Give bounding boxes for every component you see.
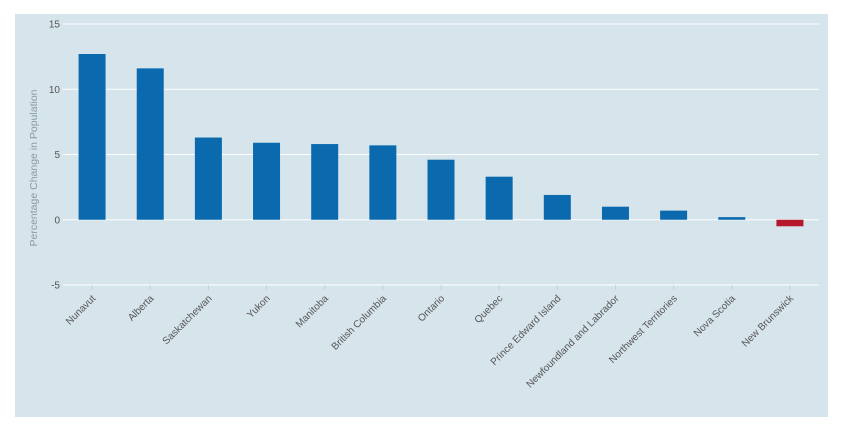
- bars: [78, 54, 804, 227]
- bar-newfoundland-and-labrador: [601, 206, 629, 220]
- bar-nunavut: [78, 54, 106, 220]
- bar-quebec: [485, 176, 513, 220]
- bar-nova-scotia: [718, 217, 746, 220]
- y-tick-label: 0: [54, 215, 60, 226]
- bar-british-columbia: [369, 145, 397, 220]
- bar-yukon: [253, 142, 281, 220]
- bar-saskatchewan: [194, 137, 222, 220]
- y-axis-title: Percentage Change in Population: [28, 89, 40, 246]
- y-axis-ticks: -5 0 5 10 15: [49, 20, 61, 292]
- bar-ontario: [427, 159, 455, 220]
- bar-northwest-territories: [660, 210, 688, 220]
- bar-manitoba: [311, 144, 339, 220]
- y-tick-label: 5: [54, 150, 60, 161]
- y-tick-label: 10: [49, 85, 61, 96]
- bar-alberta: [136, 68, 164, 220]
- chart-panel: -5 0 5 10 15 Nunavut Alberta Saskatchewan Yukon…: [15, 14, 828, 417]
- y-tick-label: -5: [51, 281, 60, 292]
- y-tick-label: 15: [49, 20, 61, 31]
- bar-new-brunswick: [776, 219, 804, 227]
- bar-prince-edward-island: [543, 194, 571, 220]
